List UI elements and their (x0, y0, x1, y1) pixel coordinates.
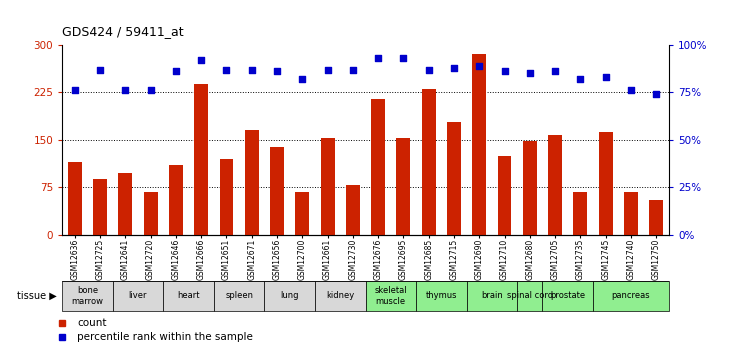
Point (625, 88, 637, 93)
Point (69, 88, 80, 93)
Point (119, 88, 131, 93)
Bar (366, 281, 416, 310)
Bar (447, 122, 461, 235)
Bar (265, 281, 315, 310)
Point (549, 69, 561, 74)
Bar (144, 191, 158, 235)
Bar (466, 281, 518, 310)
Point (297, 76, 308, 82)
Point (474, 63, 485, 68)
Bar (396, 138, 410, 235)
Point (145, 88, 156, 93)
Bar (498, 156, 512, 235)
Point (271, 69, 283, 74)
Point (448, 65, 460, 70)
Text: tissue ▶: tissue ▶ (18, 291, 57, 301)
Bar (416, 281, 466, 310)
Text: spleen: spleen (225, 291, 253, 300)
Point (575, 76, 586, 82)
Bar (113, 281, 163, 310)
Bar (593, 281, 669, 310)
Bar (523, 141, 537, 235)
Bar (213, 281, 265, 310)
Text: kidney: kidney (326, 291, 355, 300)
Bar (194, 84, 208, 235)
Point (651, 91, 662, 97)
Point (347, 67, 359, 72)
Text: skeletal
muscle: skeletal muscle (374, 286, 407, 306)
Bar (542, 281, 593, 310)
Text: lung: lung (281, 291, 299, 300)
Point (524, 71, 536, 76)
Bar (315, 281, 366, 310)
Bar (118, 173, 132, 235)
Bar (169, 165, 183, 235)
Point (195, 57, 207, 63)
Point (398, 55, 409, 61)
Bar (321, 138, 335, 235)
Bar (649, 200, 663, 235)
Text: GDS424 / 59411_at: GDS424 / 59411_at (62, 25, 183, 38)
Text: thymus: thymus (425, 291, 457, 300)
Bar (346, 185, 360, 235)
Point (499, 69, 510, 74)
Bar (472, 54, 486, 235)
Point (170, 69, 182, 74)
Bar (295, 191, 309, 235)
Bar (68, 162, 82, 235)
Bar (62, 281, 113, 310)
Text: percentile rank within the sample: percentile rank within the sample (77, 332, 253, 342)
Text: brain: brain (481, 291, 503, 300)
Point (246, 67, 257, 72)
Bar (163, 281, 213, 310)
Bar (371, 99, 385, 235)
Bar (548, 135, 562, 235)
Point (600, 74, 612, 80)
Point (94, 67, 106, 72)
Point (423, 67, 434, 72)
Bar (245, 130, 259, 235)
Point (322, 67, 333, 72)
Bar (219, 159, 233, 235)
Text: bone
marrow: bone marrow (72, 286, 103, 306)
Point (372, 55, 384, 61)
Bar (270, 147, 284, 235)
Text: heart: heart (178, 291, 200, 300)
Bar (624, 191, 638, 235)
Text: prostate: prostate (550, 291, 586, 300)
Bar (599, 132, 613, 235)
Point (221, 67, 232, 72)
Bar (518, 281, 542, 310)
Text: count: count (77, 318, 107, 328)
Text: pancreas: pancreas (612, 291, 651, 300)
Bar (573, 191, 587, 235)
Text: spinal cord: spinal cord (507, 291, 553, 300)
Bar (93, 179, 107, 235)
Bar (422, 89, 436, 235)
Text: liver: liver (129, 291, 147, 300)
